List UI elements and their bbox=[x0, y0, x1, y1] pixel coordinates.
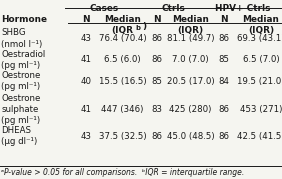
Text: N: N bbox=[82, 15, 90, 24]
Text: 447 (346): 447 (346) bbox=[102, 105, 144, 114]
Text: HPV+ Ctrls: HPV+ Ctrls bbox=[215, 4, 270, 13]
Text: Cases: Cases bbox=[90, 4, 119, 13]
Text: 86: 86 bbox=[151, 55, 162, 64]
Text: 6.5 (6.0): 6.5 (6.0) bbox=[104, 55, 141, 64]
Text: 41: 41 bbox=[80, 105, 92, 114]
Text: SHBG
(nmol l⁻¹): SHBG (nmol l⁻¹) bbox=[1, 28, 43, 49]
Text: ᵃP-value > 0.05 for all comparisons.  ᵇIQR = interquartile range.: ᵃP-value > 0.05 for all comparisons. ᵇIQ… bbox=[1, 168, 245, 177]
Text: DHEAS
(μg dl⁻¹): DHEAS (μg dl⁻¹) bbox=[1, 126, 38, 146]
Text: Oestrone
sulphate
(pg ml⁻¹): Oestrone sulphate (pg ml⁻¹) bbox=[1, 94, 41, 125]
Text: 41: 41 bbox=[80, 55, 92, 64]
Text: 37.5 (32.5): 37.5 (32.5) bbox=[99, 132, 146, 141]
Text: N: N bbox=[153, 15, 160, 24]
Text: Median
(IQR): Median (IQR) bbox=[172, 15, 209, 35]
Text: 6.5 (7.0): 6.5 (7.0) bbox=[243, 55, 279, 64]
Text: 85: 85 bbox=[151, 77, 162, 86]
Text: 76.4 (70.4): 76.4 (70.4) bbox=[99, 34, 146, 43]
Text: 43: 43 bbox=[80, 34, 92, 43]
Text: 453 (271): 453 (271) bbox=[240, 105, 282, 114]
Text: 86: 86 bbox=[219, 105, 230, 114]
Text: 86: 86 bbox=[219, 34, 230, 43]
Text: Median
(IQR): Median (IQR) bbox=[243, 15, 279, 35]
Text: 86: 86 bbox=[219, 132, 230, 141]
Text: 43: 43 bbox=[80, 132, 92, 141]
Text: Hormone: Hormone bbox=[1, 15, 47, 24]
Text: 45.0 (48.5): 45.0 (48.5) bbox=[167, 132, 214, 141]
Text: Median
(IQR: Median (IQR bbox=[104, 15, 141, 35]
Text: 85: 85 bbox=[219, 55, 230, 64]
Text: 19.5 (21.0): 19.5 (21.0) bbox=[237, 77, 282, 86]
Text: 84: 84 bbox=[219, 77, 230, 86]
Text: 40: 40 bbox=[80, 77, 92, 86]
Text: b: b bbox=[136, 25, 141, 31]
Text: 425 (280): 425 (280) bbox=[169, 105, 212, 114]
Text: 69.3 (43.1): 69.3 (43.1) bbox=[237, 34, 282, 43]
Text: Ctrls: Ctrls bbox=[162, 4, 185, 13]
Text: 15.5 (16.5): 15.5 (16.5) bbox=[99, 77, 146, 86]
Text: 20.5 (17.0): 20.5 (17.0) bbox=[167, 77, 214, 86]
Text: 7.0 (7.0): 7.0 (7.0) bbox=[172, 55, 209, 64]
Text: 83: 83 bbox=[151, 105, 162, 114]
Text: 81.1 (49.7): 81.1 (49.7) bbox=[167, 34, 214, 43]
Text: 86: 86 bbox=[151, 34, 162, 43]
Text: N: N bbox=[221, 15, 228, 24]
Text: Oestradiol
(pg ml⁻¹): Oestradiol (pg ml⁻¹) bbox=[1, 50, 46, 70]
Text: 42.5 (41.5): 42.5 (41.5) bbox=[237, 132, 282, 141]
Text: 86: 86 bbox=[151, 132, 162, 141]
Text: ): ) bbox=[142, 22, 146, 31]
Text: Oestrone
(pg ml⁻¹): Oestrone (pg ml⁻¹) bbox=[1, 71, 41, 91]
